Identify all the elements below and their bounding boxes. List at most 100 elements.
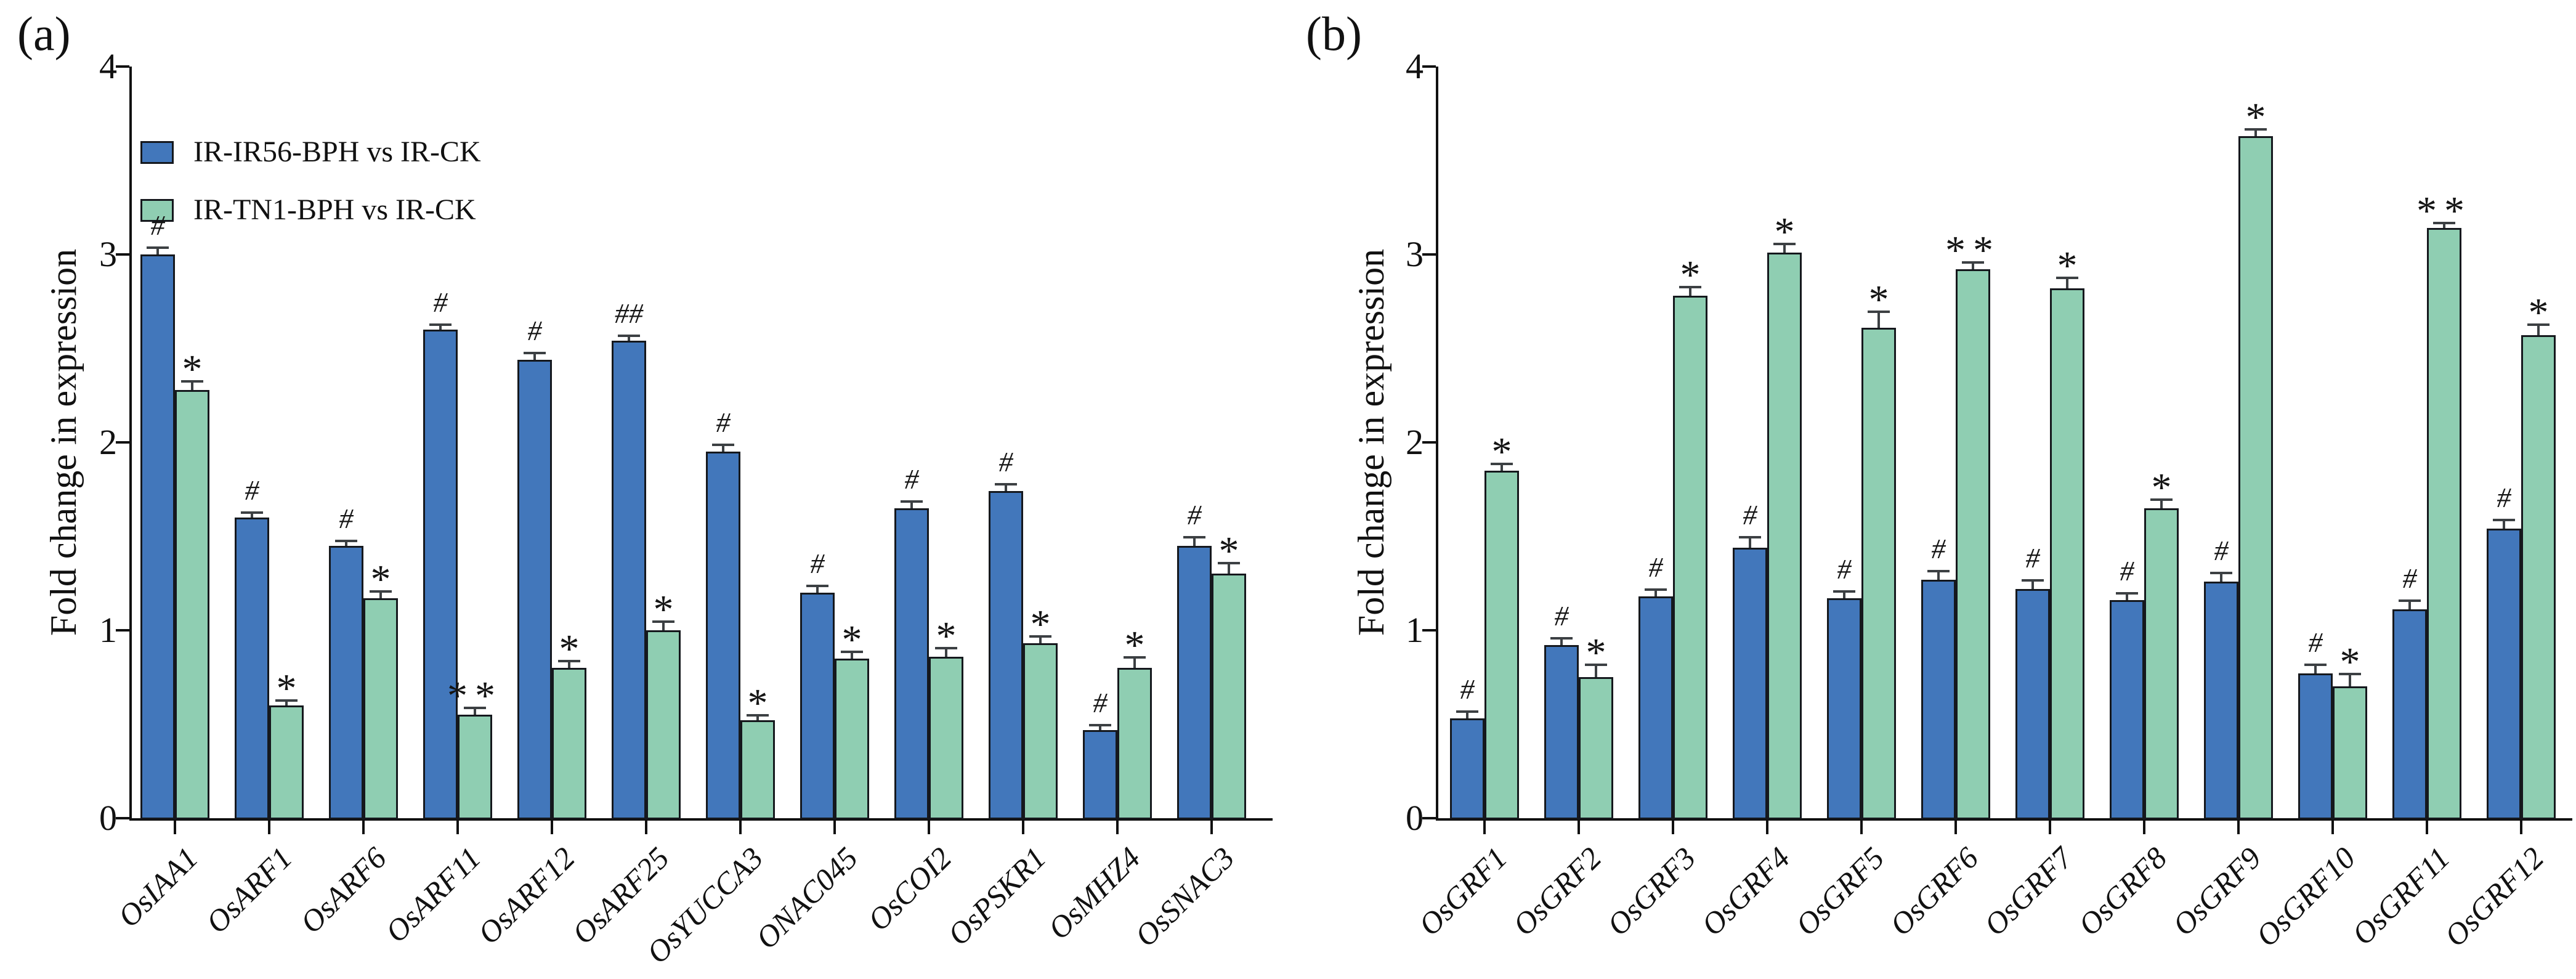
x-tick-label-OsGRF6: OsGRF6: [1883, 840, 1985, 943]
significance-a-OsCOI2-s0: #: [904, 463, 919, 495]
x-tick-a-OsARF11: [456, 821, 459, 834]
significance-a-OsSNAC3-s1: *: [1218, 529, 1239, 574]
x-tick-label-OsGRF12: OsGRF12: [2437, 840, 2551, 953]
bar-a-OsCOI2-s0: [894, 508, 929, 819]
bar-b-OsGRF12-s1: [2521, 335, 2556, 819]
x-tick-a-OsPSKR1: [1022, 821, 1024, 834]
error-cap-b-OsGRF2-s1: [1585, 664, 1607, 666]
bar-a-OsYUCCA3-s0: [706, 452, 740, 819]
bar-a-OsSNAC3-s0: [1177, 546, 1212, 819]
error-bar-b-OsGRF4-s0: [1749, 538, 1751, 548]
bar-b-OsGRF2-s1: [1579, 677, 1613, 819]
significance-a-OsMHZ4-s0: #: [1093, 687, 1108, 718]
error-bar-a-OsARF12-s1: [568, 662, 570, 668]
error-cap-a-OsCOI2-s1: [935, 647, 957, 649]
y-tick-a-2: [116, 441, 129, 444]
bar-a-OsIAA1-s1: [175, 390, 209, 819]
significance-b-OsGRF8-s0: #: [2120, 555, 2134, 587]
error-bar-b-OsGRF8-s0: [2126, 595, 2128, 600]
significance-b-OsGRF3-s1: *: [1680, 253, 1701, 298]
error-cap-b-OsGRF8-s1: [2150, 498, 2173, 501]
bar-a-OsMHZ4-s0: [1083, 730, 1117, 819]
bar-b-OsGRF6-s1: [1956, 269, 1990, 819]
y-tick-b-1: [1422, 629, 1436, 632]
error-cap-b-OsGRF9-s1: [2245, 128, 2267, 131]
significance-a-OsYUCCA3-s0: #: [716, 407, 731, 438]
x-tick-b-OsGRF8: [2143, 821, 2145, 834]
y-tick-b-4: [1422, 65, 1436, 68]
y-tick-label-a-0: 0: [99, 798, 117, 838]
significance-a-OsARF11-s0: #: [433, 286, 448, 318]
error-cap-a-OsMHZ4-s1: [1124, 656, 1146, 659]
error-cap-b-OsGRF4-s1: [1773, 243, 1796, 245]
bar-b-OsGRF6-s0: [1921, 580, 1956, 819]
error-bar-b-OsGRF2-s1: [1595, 666, 1597, 677]
error-bar-a-OsPSKR1-s0: [1005, 485, 1007, 491]
x-tick-b-OsGRF2: [1578, 821, 1580, 834]
error-bar-a-OsARF11-s0: [439, 326, 442, 330]
x-tick-a-OsARF25: [645, 821, 647, 834]
error-cap-a-OsSNAC3-s1: [1218, 562, 1240, 564]
error-cap-a-OsARF25-s1: [652, 620, 674, 623]
error-cap-a-ONAC045-s0: [806, 585, 828, 587]
significance-b-OsGRF1-s0: #: [1460, 673, 1475, 705]
significance-b-OsGRF11-s0: #: [2402, 563, 2417, 594]
bar-a-OsPSKR1-s0: [989, 491, 1023, 819]
error-cap-a-OsARF1-s1: [275, 699, 298, 702]
bar-a-OsPSKR1-s1: [1023, 643, 1058, 819]
bar-a-OsARF25-s1: [646, 630, 681, 819]
significance-a-OsARF25-s0: ##: [615, 298, 643, 329]
significance-b-OsGRF2-s0: #: [1554, 600, 1569, 632]
x-axis-line-b: [1436, 818, 2572, 821]
error-bar-a-OsPSKR1-s1: [1039, 638, 1042, 643]
error-cap-a-OsYUCCA3-s1: [747, 714, 769, 717]
significance-a-OsMHZ4-s1: *: [1124, 623, 1145, 668]
bar-a-OsCOI2-s1: [929, 657, 963, 819]
error-cap-b-OsGRF2-s0: [1550, 637, 1573, 640]
error-bar-b-OsGRF10-s1: [2349, 675, 2351, 686]
error-cap-a-OsPSKR1-s1: [1029, 635, 1051, 638]
error-cap-b-OsGRF4-s0: [1739, 536, 1761, 538]
y-tick-a-4: [116, 65, 129, 68]
error-bar-b-OsGRF2-s0: [1560, 640, 1563, 645]
error-cap-b-OsGRF1-s1: [1491, 463, 1513, 465]
error-bar-a-OsARF12-s0: [533, 354, 536, 360]
bar-b-OsGRF11-s0: [2392, 609, 2427, 819]
panel-a-label: (a): [17, 7, 71, 60]
error-cap-a-OsARF6-s1: [370, 590, 392, 593]
x-tick-b-OsGRF4: [1766, 821, 1768, 834]
bar-b-OsGRF1-s1: [1484, 471, 1519, 819]
error-bar-b-OsGRF9-s0: [2220, 574, 2222, 582]
error-bar-b-OsGRF8-s1: [2160, 501, 2163, 508]
error-bar-a-OsYUCCA3-s0: [722, 446, 724, 452]
bar-b-OsGRF9-s1: [2238, 136, 2273, 819]
x-tick-label-OsGRF5: OsGRF5: [1789, 840, 1891, 943]
error-bar-a-OsMHZ4-s0: [1099, 726, 1101, 730]
y-tick-label-a-3: 3: [99, 234, 117, 274]
significance-b-OsGRF10-s1: *: [2339, 640, 2360, 684]
bar-b-OsGRF3-s0: [1638, 596, 1673, 819]
legend-label-tn1: IR-TN1-BPH vs IR-CK: [193, 193, 476, 226]
error-bar-b-OsGRF6-s0: [1937, 572, 1940, 580]
error-cap-b-OsGRF5-s1: [1868, 311, 1890, 313]
y-tick-b-0: [1422, 817, 1436, 819]
x-tick-label-OsCOI2: OsCOI2: [861, 840, 958, 938]
error-bar-a-OsSNAC3-s0: [1193, 538, 1196, 546]
error-cap-a-OsARF1-s0: [241, 511, 263, 514]
bar-a-ONAC045-s0: [800, 593, 835, 819]
significance-a-OsSNAC3-s0: #: [1187, 499, 1202, 530]
significance-b-OsGRF7-s1: *: [2057, 243, 2078, 288]
bar-b-OsGRF10-s0: [2298, 673, 2333, 819]
x-tick-a-OsYUCCA3: [739, 821, 742, 834]
error-cap-a-OsSNAC3-s0: [1183, 536, 1205, 538]
bar-a-OsIAA1-s0: [140, 254, 175, 819]
error-bar-b-OsGRF3-s1: [1689, 288, 1691, 296]
significance-b-OsGRF1-s1: *: [1491, 429, 1512, 474]
bar-b-OsGRF10-s1: [2333, 686, 2367, 819]
error-cap-b-OsGRF12-s1: [2527, 323, 2550, 326]
y-tick-label-a-2: 2: [99, 422, 117, 462]
error-cap-a-OsPSKR1-s0: [995, 483, 1017, 485]
y-tick-b-2: [1422, 441, 1436, 444]
bar-b-OsGRF8-s0: [2110, 600, 2144, 819]
x-tick-b-OsGRF9: [2237, 821, 2240, 834]
